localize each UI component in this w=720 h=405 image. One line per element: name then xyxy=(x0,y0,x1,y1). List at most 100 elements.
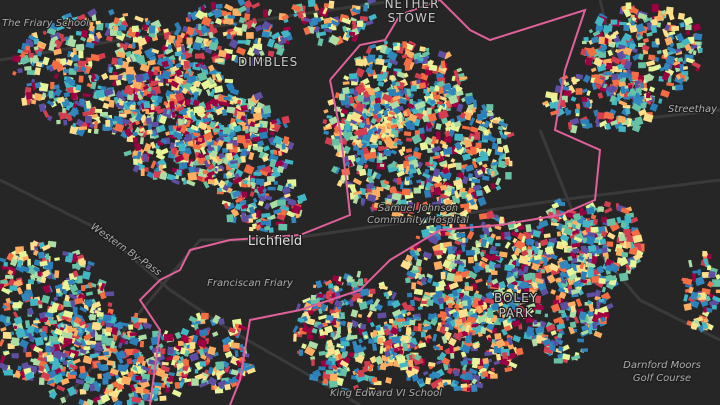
building xyxy=(107,302,113,307)
building xyxy=(407,113,418,123)
building xyxy=(450,352,455,359)
building xyxy=(163,101,168,106)
building xyxy=(101,343,108,352)
building xyxy=(378,153,383,161)
building xyxy=(416,179,422,184)
building xyxy=(190,111,194,117)
building xyxy=(63,310,74,319)
building xyxy=(78,50,84,59)
building xyxy=(439,184,448,191)
building xyxy=(24,371,35,381)
building xyxy=(402,41,407,48)
building xyxy=(175,140,185,147)
building xyxy=(88,61,93,67)
building xyxy=(651,3,660,13)
building xyxy=(148,25,156,34)
building xyxy=(469,126,479,134)
building xyxy=(356,298,363,303)
building xyxy=(128,123,133,131)
building xyxy=(16,286,23,295)
building xyxy=(3,261,8,267)
building xyxy=(580,119,590,125)
building xyxy=(125,101,131,108)
building xyxy=(355,67,365,78)
building xyxy=(79,98,85,106)
building xyxy=(405,165,410,175)
building xyxy=(621,251,629,258)
building xyxy=(192,132,200,137)
building xyxy=(436,80,446,88)
building xyxy=(492,119,498,124)
building xyxy=(199,329,208,336)
building xyxy=(437,50,447,59)
building xyxy=(390,185,397,194)
building xyxy=(406,292,413,298)
building xyxy=(234,350,239,357)
building xyxy=(26,283,32,290)
building xyxy=(115,90,126,100)
building xyxy=(203,180,210,189)
building xyxy=(134,73,145,83)
building xyxy=(412,248,421,257)
building xyxy=(171,146,178,155)
building xyxy=(105,337,114,346)
building xyxy=(465,92,473,97)
building xyxy=(672,86,676,90)
building xyxy=(399,205,407,211)
building xyxy=(115,101,126,110)
building xyxy=(181,87,189,95)
building xyxy=(72,358,81,365)
building xyxy=(693,32,703,41)
building xyxy=(203,160,210,168)
building xyxy=(207,64,215,72)
building xyxy=(420,331,426,338)
building xyxy=(62,289,68,295)
building xyxy=(480,238,488,248)
building xyxy=(45,64,53,71)
building xyxy=(90,73,97,80)
building xyxy=(431,243,443,253)
building xyxy=(36,51,43,57)
building xyxy=(593,218,598,225)
building xyxy=(453,190,460,199)
building xyxy=(137,37,148,47)
building xyxy=(262,155,269,163)
building xyxy=(618,272,629,282)
building xyxy=(413,296,422,302)
building xyxy=(175,169,183,176)
label: The Friary School xyxy=(2,18,89,29)
building xyxy=(422,172,431,179)
building xyxy=(328,116,339,126)
building xyxy=(135,375,142,381)
building xyxy=(567,222,573,228)
building xyxy=(34,46,44,55)
building xyxy=(132,132,138,136)
building xyxy=(67,23,76,28)
building xyxy=(357,369,365,378)
building xyxy=(117,26,124,32)
building xyxy=(198,63,208,71)
building xyxy=(401,309,407,314)
building xyxy=(334,125,340,134)
building xyxy=(471,178,481,184)
building xyxy=(38,351,43,356)
building xyxy=(480,256,489,263)
label: Golf Course xyxy=(633,373,691,384)
building xyxy=(77,60,86,67)
building xyxy=(42,30,47,36)
building xyxy=(574,108,580,114)
building xyxy=(129,383,137,392)
building xyxy=(240,115,247,122)
building xyxy=(87,8,98,18)
building xyxy=(105,119,111,127)
building xyxy=(495,177,502,186)
building xyxy=(631,74,638,81)
building xyxy=(80,339,87,347)
building xyxy=(69,352,76,359)
building xyxy=(104,22,110,28)
building xyxy=(379,163,385,168)
building xyxy=(342,81,350,85)
building xyxy=(505,158,510,166)
building xyxy=(405,327,412,336)
building xyxy=(310,294,316,300)
